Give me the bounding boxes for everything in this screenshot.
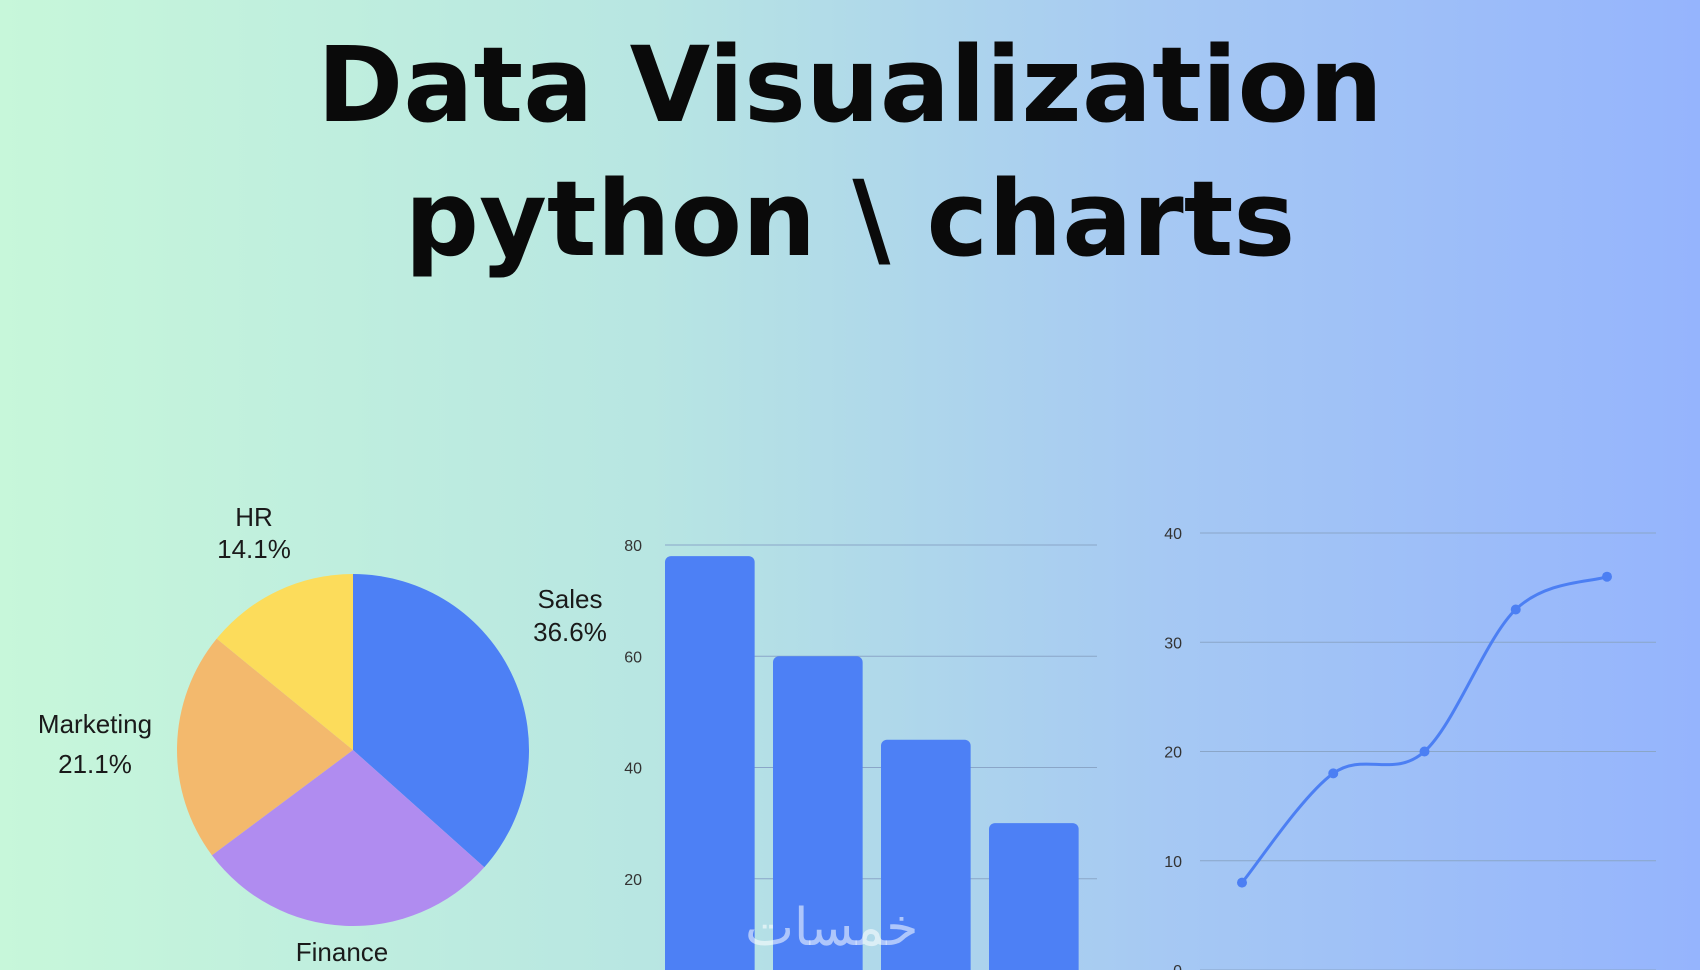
pie-slice-sales bbox=[353, 574, 530, 868]
pie-label-finance: Finance bbox=[296, 937, 389, 967]
pie-slice-finance bbox=[211, 750, 485, 927]
line-ytick-label: 0 bbox=[1173, 963, 1182, 970]
bar-ytick-label: 80 bbox=[624, 538, 642, 555]
data-point bbox=[1237, 877, 1247, 888]
line-ytick-label: 20 bbox=[1164, 745, 1182, 762]
bar-ytick-label: 20 bbox=[624, 872, 642, 889]
pie-pct-marketing: 21.1% bbox=[58, 749, 132, 779]
line-ytick-label: 10 bbox=[1164, 854, 1182, 871]
data-point bbox=[1419, 746, 1430, 757]
bar bbox=[989, 823, 1079, 970]
watermark-logo: خمسات bbox=[745, 898, 919, 958]
data-point bbox=[1510, 604, 1521, 615]
pie-pct-sales: 36.6% bbox=[533, 617, 607, 647]
line-ytick-label: 40 bbox=[1164, 526, 1182, 543]
pie-label-marketing: Marketing bbox=[38, 709, 152, 739]
page-subtitle: python \ charts bbox=[404, 158, 1296, 280]
bar bbox=[881, 739, 971, 970]
bar-chart: 20 40 60 80 bbox=[624, 538, 1097, 970]
line-chart: 0 10 20 30 40 bbox=[1164, 526, 1656, 970]
bar bbox=[773, 656, 863, 970]
pie-slice-hr bbox=[216, 574, 353, 750]
bar-ytick-label: 60 bbox=[624, 649, 642, 666]
line-ytick-label: 30 bbox=[1164, 635, 1182, 652]
series-line bbox=[1240, 575, 1608, 884]
pie-pct-hr: 14.1% bbox=[217, 534, 291, 564]
bar bbox=[665, 556, 755, 970]
pie-label-sales: Sales bbox=[537, 584, 602, 614]
data-point bbox=[1602, 571, 1612, 582]
page-title: Data Visualization bbox=[317, 24, 1383, 146]
data-point bbox=[1328, 768, 1339, 779]
pie-slice-marketing bbox=[177, 638, 353, 856]
pie-label-hr: HR bbox=[235, 502, 273, 532]
bar-ytick-label: 40 bbox=[624, 761, 642, 778]
